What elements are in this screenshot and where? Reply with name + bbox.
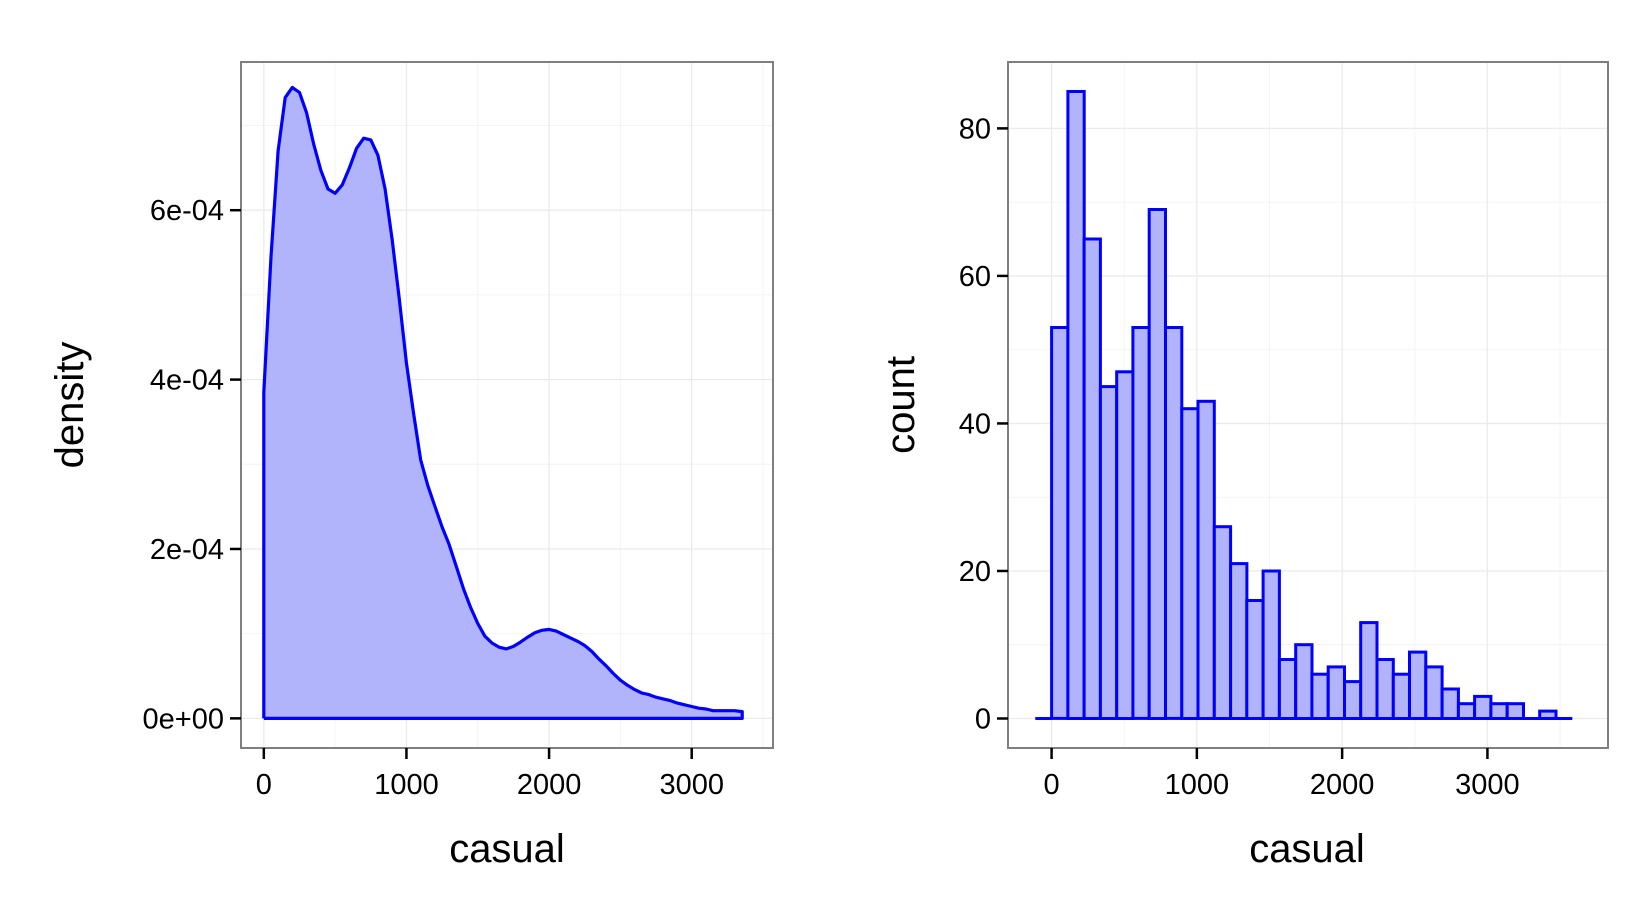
histogram-bar — [1131, 326, 1151, 720]
histogram-bar — [1261, 569, 1281, 720]
density-x-axis-title: casual — [449, 827, 565, 871]
histogram-bar — [1147, 208, 1167, 720]
density-chart: 0 1000 2000 3000 0e+00 2e-04 4e-04 6e-04 casua… — [48, 61, 774, 871]
density-x-axis-ticks: 0 1000 2000 3000 — [256, 748, 724, 801]
histogram-bar — [1050, 326, 1070, 720]
histogram-bar — [1505, 702, 1525, 721]
histogram-bar — [1424, 665, 1444, 721]
x-tick-label: 0 — [1044, 769, 1060, 801]
histogram-bar — [1180, 407, 1200, 720]
histogram-bar — [1343, 680, 1363, 720]
x-tick-label: 2000 — [1310, 769, 1375, 801]
histogram-bar — [1489, 702, 1509, 721]
histogram-bar — [1196, 399, 1216, 720]
x-tick-label: 1000 — [1165, 769, 1230, 801]
density-curve — [262, 85, 744, 721]
histogram-bar — [1115, 370, 1135, 720]
histogram-bar — [1277, 658, 1298, 720]
histogram-bar — [1229, 562, 1249, 720]
density-y-axis-ticks: 0e+00 2e-04 4e-04 6e-04 — [143, 195, 241, 735]
histogram-bar — [1164, 326, 1184, 720]
histogram-bar — [1408, 650, 1428, 720]
histogram-bar — [1212, 525, 1233, 721]
histogram-bar — [1310, 672, 1330, 721]
x-tick-label: 3000 — [1455, 769, 1520, 801]
histogram-bar — [1456, 702, 1477, 721]
y-tick-label: 2e-04 — [150, 534, 224, 566]
histogram-bar — [1326, 665, 1346, 721]
histogram-bar — [1294, 643, 1314, 721]
histogram-chart: 0 1000 2000 3000 0 20 40 60 80 casual count — [879, 61, 1609, 871]
y-tick-label: 4e-04 — [150, 365, 224, 397]
histogram-y-axis-ticks: 0 20 40 60 80 — [959, 113, 1008, 735]
histogram-bar — [1245, 599, 1265, 720]
histogram-bar — [1440, 687, 1460, 720]
histogram-bar — [1066, 90, 1086, 720]
y-tick-label: 80 — [959, 113, 991, 145]
y-tick-label: 0e+00 — [143, 703, 224, 735]
histogram-bar — [1375, 658, 1395, 720]
histogram-panel-border — [1007, 61, 1609, 749]
y-tick-label: 40 — [959, 408, 991, 440]
x-tick-label: 0 — [256, 769, 272, 801]
histogram-bar — [1538, 709, 1558, 720]
y-tick-label: 60 — [959, 261, 991, 293]
histogram-bar — [1098, 385, 1119, 720]
histogram-bar — [1473, 694, 1493, 721]
x-tick-label: 1000 — [374, 769, 439, 801]
x-tick-label: 3000 — [659, 769, 724, 801]
histogram-y-axis-title: count — [879, 356, 923, 454]
histogram-x-axis-ticks: 0 1000 2000 3000 — [1044, 748, 1520, 801]
histogram-bars — [1035, 90, 1573, 721]
density-panel-border — [240, 61, 774, 749]
histogram-bar — [1082, 237, 1102, 720]
histogram-bar — [1391, 672, 1412, 721]
y-tick-label: 6e-04 — [150, 195, 224, 227]
density-y-axis-title: density — [48, 342, 92, 469]
histogram-x-axis-title: casual — [1249, 827, 1365, 871]
y-tick-label: 20 — [959, 556, 991, 588]
histogram-bar — [1359, 621, 1379, 720]
density-area — [263, 87, 743, 719]
y-tick-label: 0 — [975, 703, 991, 735]
x-tick-label: 2000 — [517, 769, 582, 801]
